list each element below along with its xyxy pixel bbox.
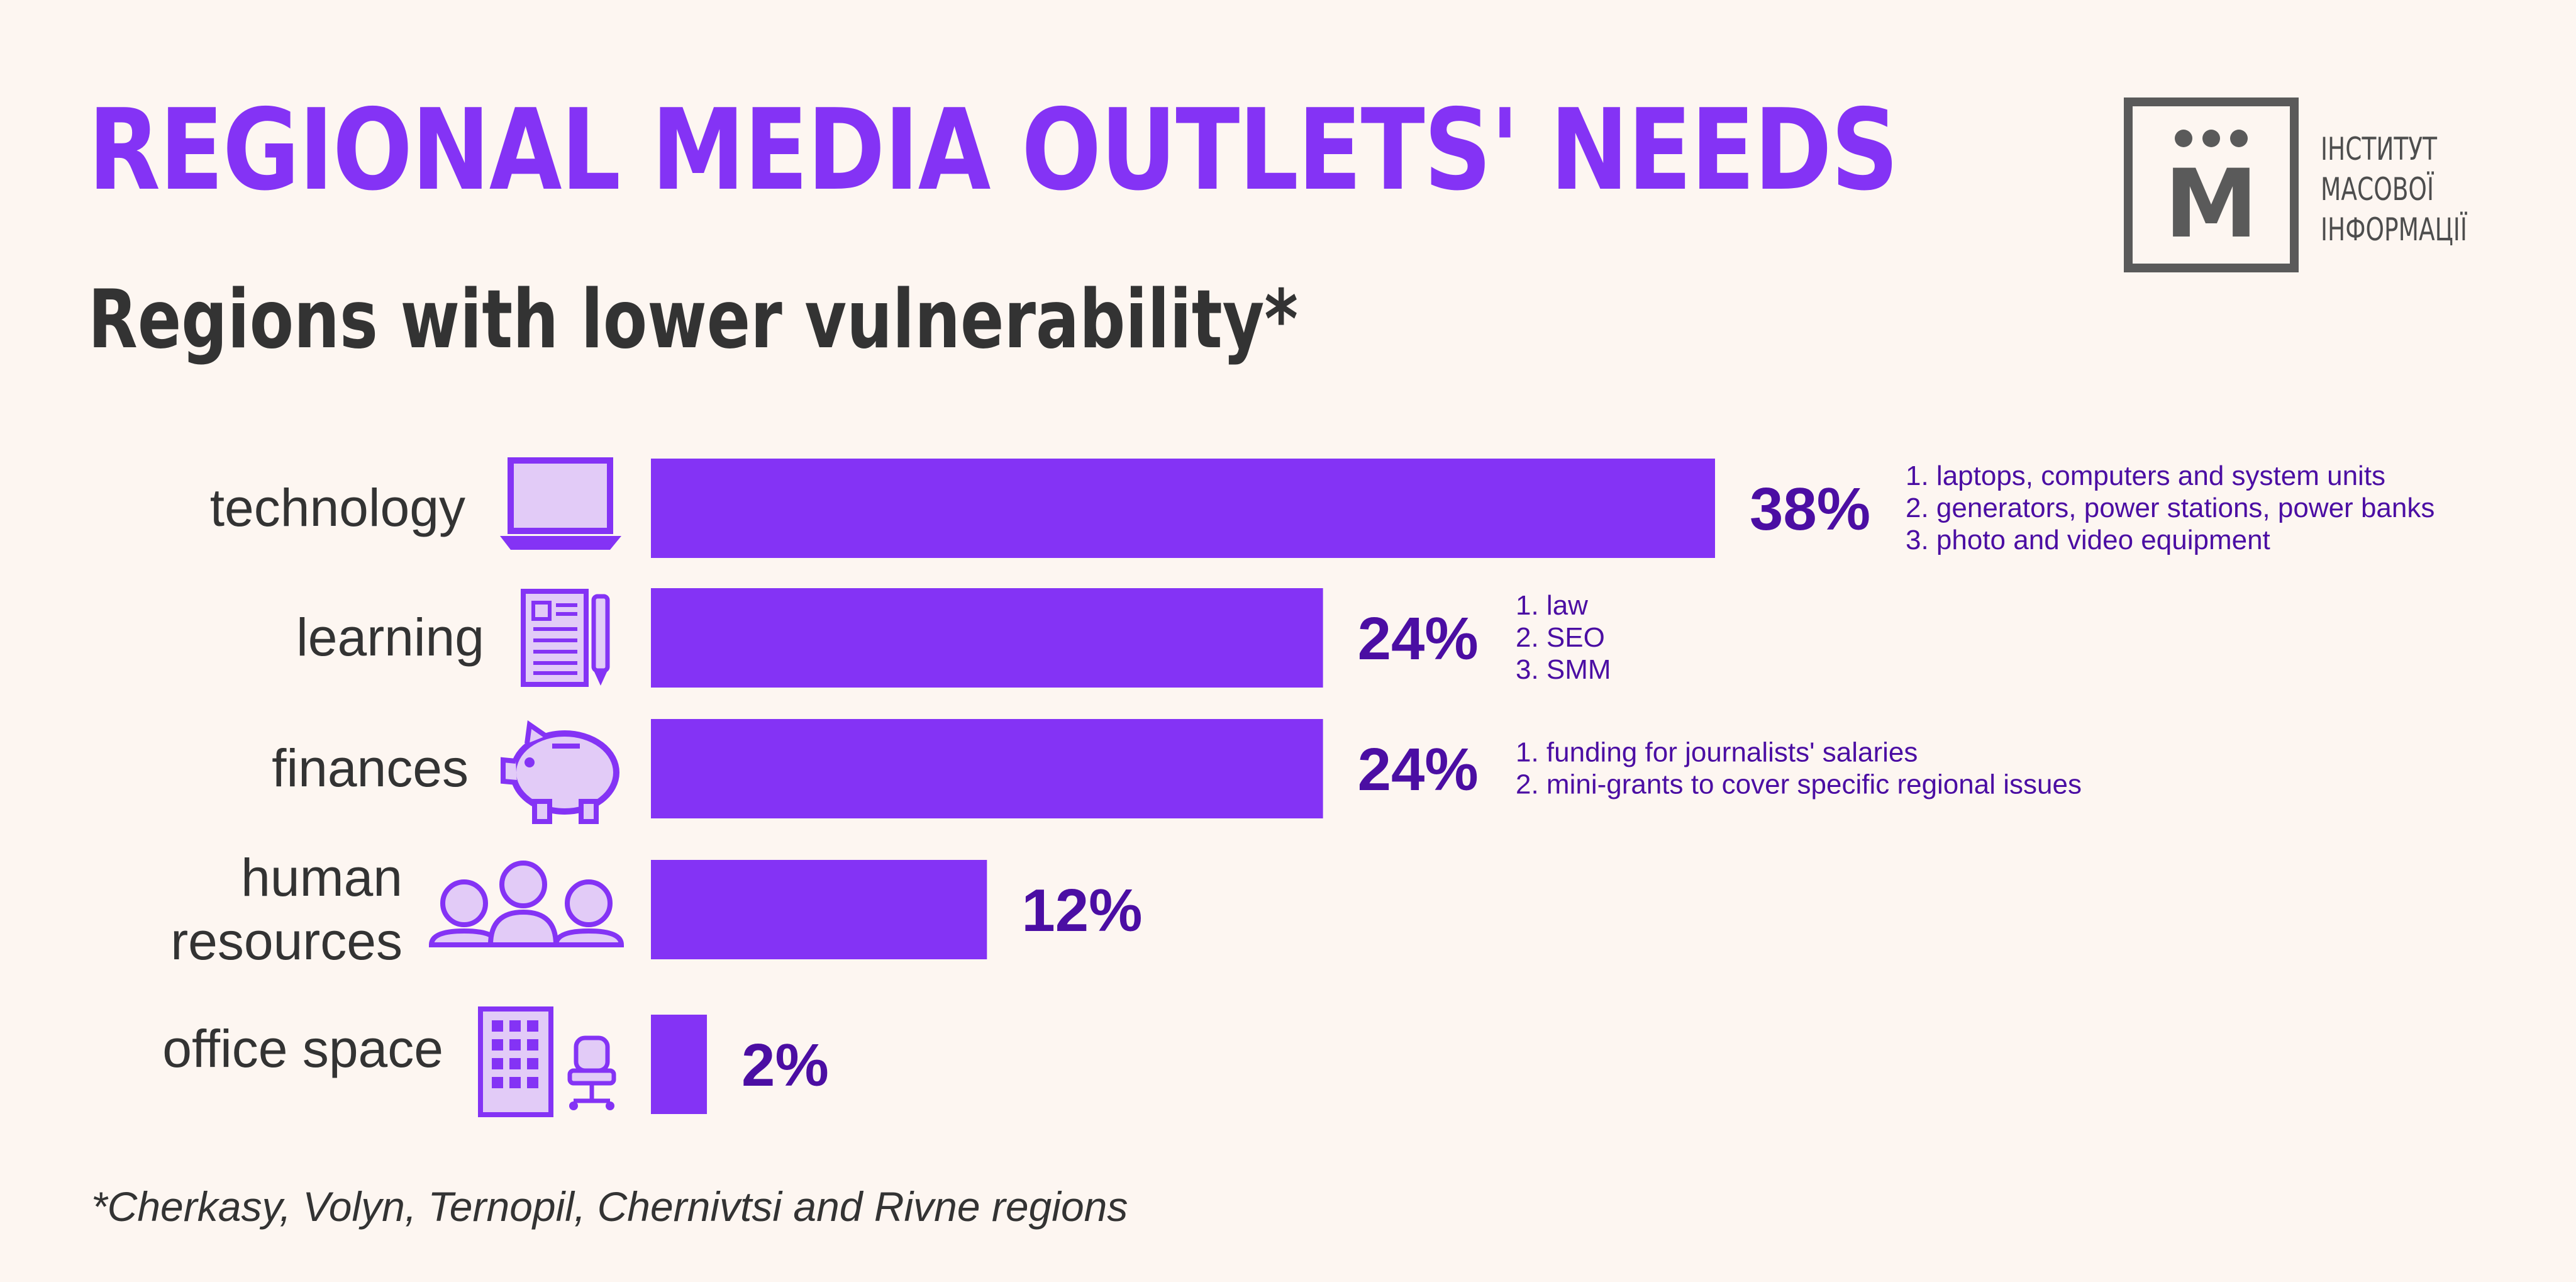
mi-logo-icon: М <box>2124 98 2299 272</box>
document-pen-icon <box>521 589 610 687</box>
piggy-bank-icon <box>501 720 619 824</box>
bar-finances <box>651 719 1323 818</box>
category-label: office space <box>162 1019 443 1078</box>
logo-line: ІНФОРМАЦІЇ <box>2321 211 2467 248</box>
category-label: technology <box>210 478 465 537</box>
chart-subtitle: Regions with lower vulnerability* <box>88 273 1298 367</box>
category-label: human <box>241 848 402 907</box>
annotation-item: 1. law <box>1516 590 1588 621</box>
bar-technology <box>651 459 1715 558</box>
annotation-item: 2. SEO <box>1516 622 1605 653</box>
category-label: learning <box>296 608 484 667</box>
annotation-item: 2. mini-grants to cover specific regiona… <box>1516 769 2082 800</box>
bar-learning <box>651 588 1323 688</box>
value-label: 24% <box>1358 605 1479 672</box>
logo-letter: М <box>2164 150 2258 259</box>
value-label: 2% <box>741 1032 829 1099</box>
bar-human-resources <box>651 860 987 959</box>
annotation-item: 1. laptops, computers and system units <box>1906 460 2385 491</box>
logo-line: МАСОВОЇ <box>2321 171 2434 208</box>
chart-title: REGIONAL MEDIA OUTLETS' NEEDS <box>88 85 1899 215</box>
annotation-item: 3. SMM <box>1516 654 1611 685</box>
annotation-item: 1. funding for journalists' salaries <box>1516 737 1918 768</box>
footnote: *Cherkasy, Volyn, Ternopil, Chernivtsi a… <box>91 1183 1128 1230</box>
value-label: 38% <box>1750 476 1870 543</box>
annotation-item: 2. generators, power stations, power ban… <box>1906 493 2434 523</box>
value-label: 12% <box>1021 877 1142 944</box>
category-label: finances <box>272 739 469 798</box>
logo-line: ІНСТИТУТ <box>2321 131 2438 167</box>
bar-office-space <box>651 1015 708 1114</box>
laptop-icon <box>500 457 621 550</box>
annotation-item: 3. photo and video equipment <box>1906 525 2270 555</box>
category-label: resources <box>170 911 402 971</box>
value-label: 24% <box>1358 736 1479 803</box>
logo-text: ІНСТИТУТ МАСОВОЇ ІНФОРМАЦІЇ <box>2321 129 2467 250</box>
people-icon <box>428 861 625 947</box>
office-building-chair-icon <box>478 1006 616 1117</box>
